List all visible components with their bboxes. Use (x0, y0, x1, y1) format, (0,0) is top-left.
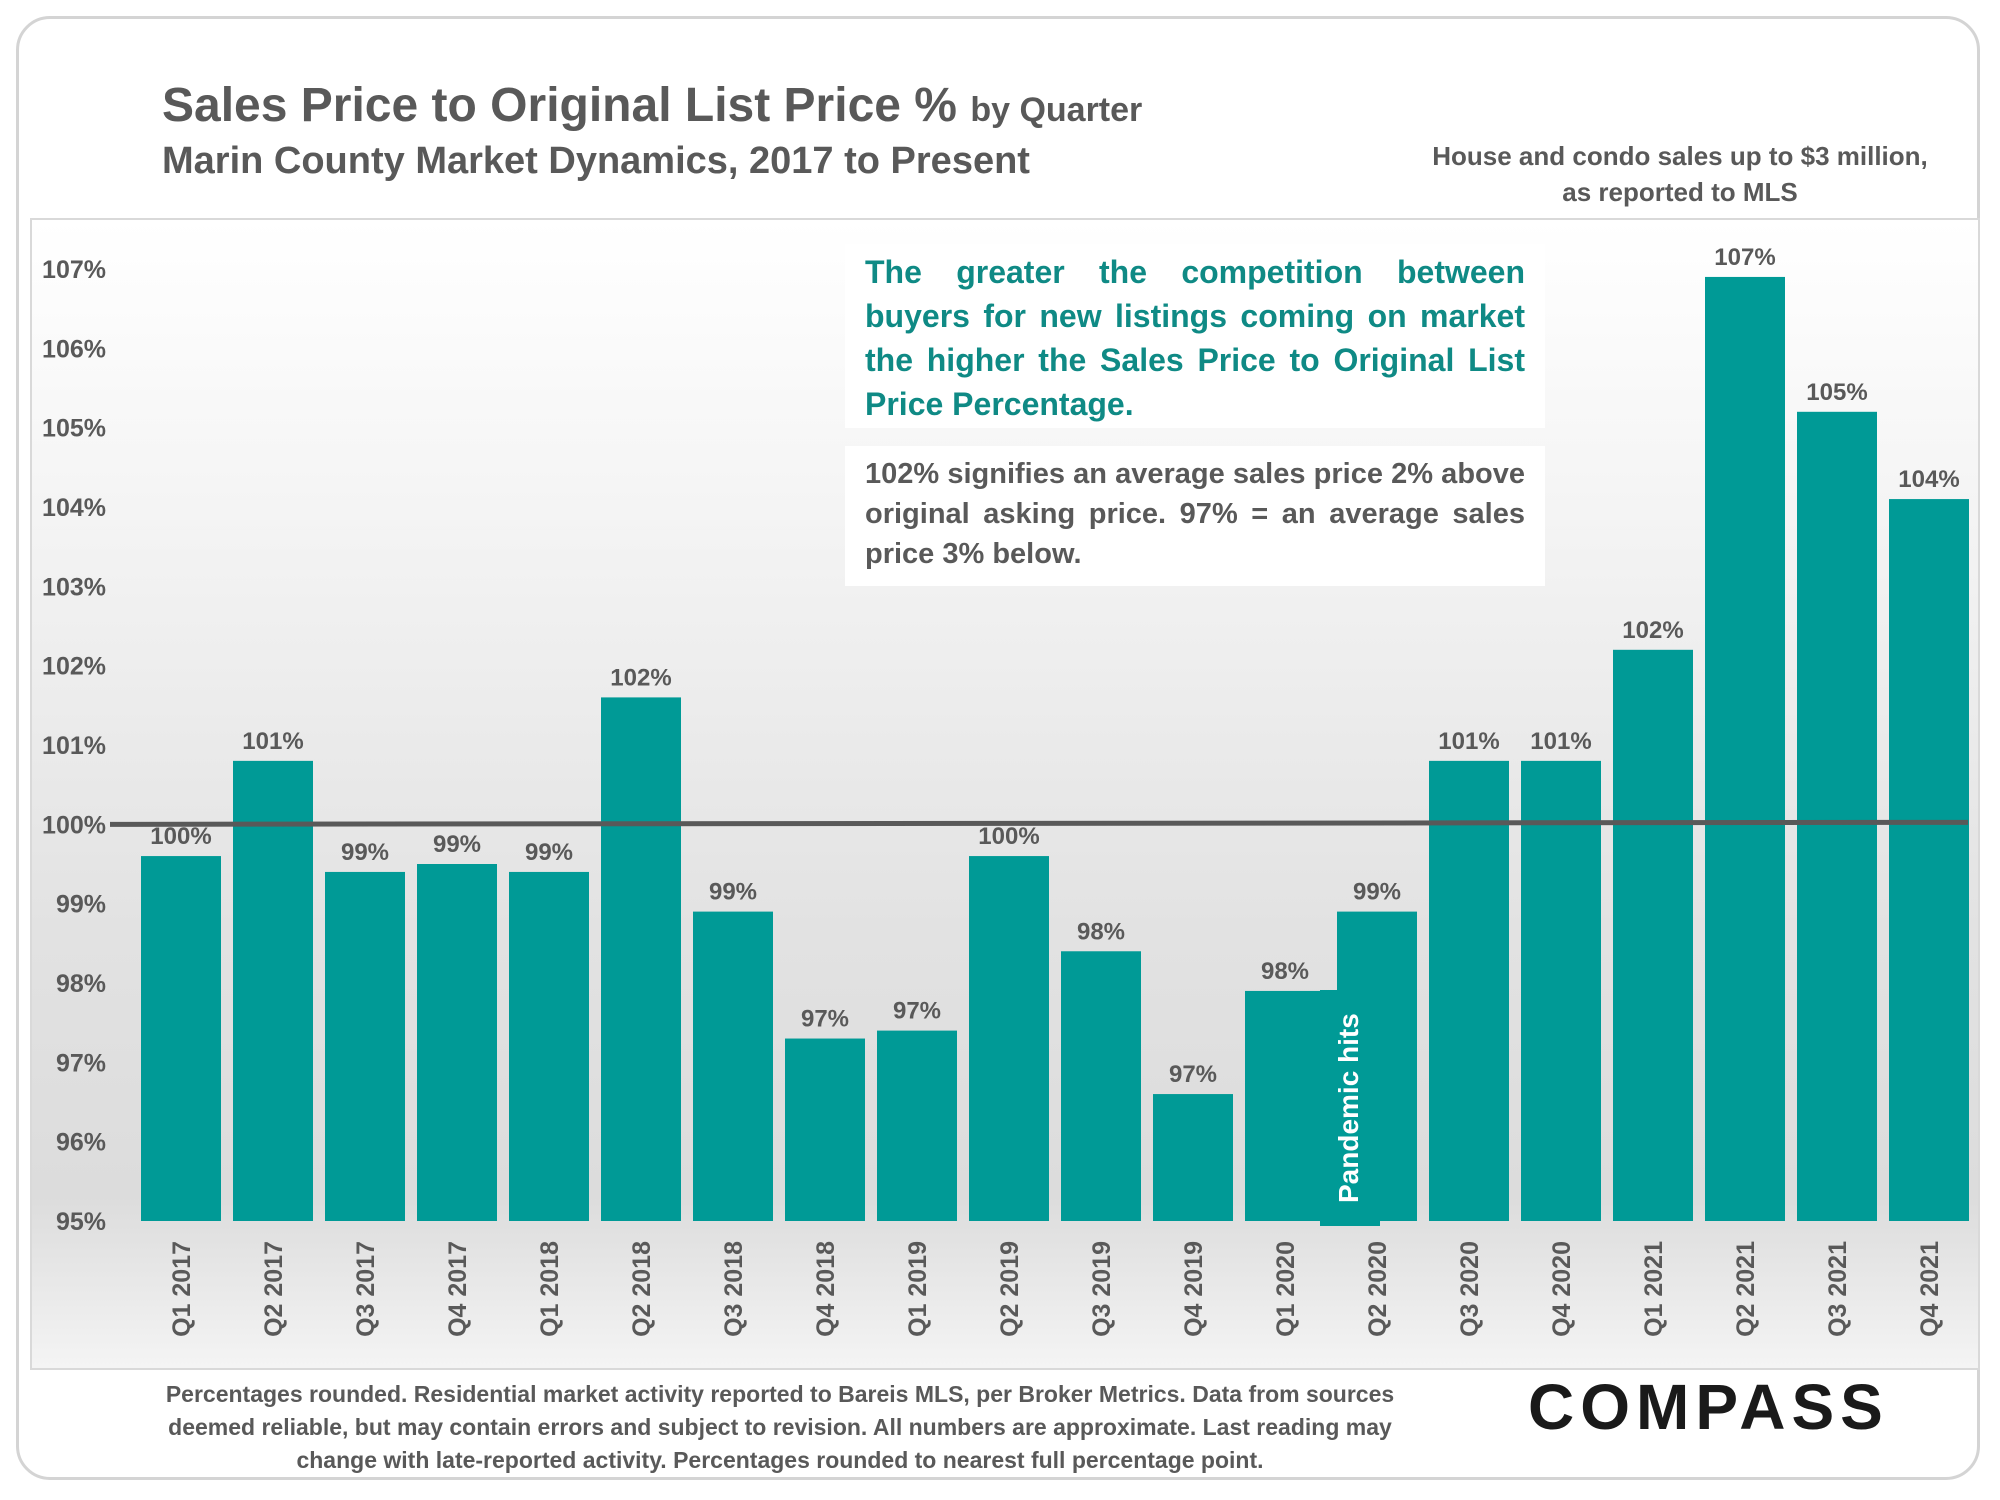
bar (1889, 499, 1969, 1222)
x-tick-label: Q2 2019 (996, 1241, 1024, 1337)
y-tick-label: 97% (56, 1049, 106, 1077)
compass-logo: COMPASS (1528, 1371, 1889, 1443)
pandemic-annotation: Pandemic hits (1333, 1013, 1364, 1203)
x-tick-label: Q3 2021 (1824, 1241, 1852, 1337)
bar (233, 760, 313, 1221)
bar (509, 871, 589, 1221)
data-label: 98% (1077, 918, 1125, 945)
data-label: 102% (610, 664, 671, 691)
y-tick-label: 96% (56, 1129, 106, 1157)
bar (1245, 990, 1325, 1221)
title-main: Sales Price to Original List Price % (162, 79, 957, 132)
y-tick-label: 98% (56, 970, 106, 998)
scope-note: House and condo sales up to $3 million, … (1432, 141, 1928, 207)
y-tick-label: 99% (56, 891, 106, 919)
data-label: 99% (1353, 879, 1401, 906)
x-tick-label: Q2 2021 (1732, 1241, 1760, 1337)
reference-line-group (109, 819, 1969, 827)
x-tick-label: Q4 2020 (1548, 1241, 1576, 1337)
y-tick-label: 104% (42, 494, 106, 522)
data-label: 101% (242, 728, 303, 755)
data-label: 99% (433, 831, 481, 858)
bar (601, 697, 681, 1221)
title-suffix: by Quarter (970, 91, 1143, 129)
x-tick-label: Q1 2020 (1272, 1241, 1300, 1337)
bar (1429, 760, 1509, 1221)
data-label: 107% (1714, 244, 1775, 271)
competition-note: The greater the competition between buye… (845, 244, 1545, 428)
bar (1613, 649, 1693, 1221)
x-tick-label: Q3 2017 (352, 1241, 380, 1337)
x-tick-label: Q3 2018 (720, 1241, 748, 1337)
bar (1061, 951, 1141, 1221)
data-labels: 100% 101% 99% 99% 99% 102% 99% 97% 97% 100% 98% 97%… (150, 244, 1959, 1088)
data-label: 97% (893, 998, 941, 1025)
y-tick-label: 103% (42, 573, 106, 601)
x-tick-label: Q1 2019 (904, 1241, 932, 1337)
annotation-box (1320, 990, 1380, 1226)
x-tick-label: Q4 2018 (812, 1241, 840, 1337)
bar (141, 856, 221, 1221)
x-axis: Q1 2017 Q2 2017 Q3 2017 Q4 2017 Q1 2018 Q2 20… (168, 1241, 1944, 1337)
data-label: 99% (525, 839, 573, 866)
data-label: 100% (978, 823, 1039, 850)
y-tick-label: 100% (42, 811, 106, 839)
data-label: 99% (341, 839, 389, 866)
bar (785, 1038, 865, 1221)
y-tick-label: 106% (42, 335, 106, 363)
x-tick-label: Q1 2017 (168, 1241, 196, 1337)
x-tick-label: Q3 2020 (1456, 1241, 1484, 1337)
bar (1521, 760, 1601, 1221)
data-label: 98% (1261, 958, 1309, 985)
y-tick-label: 95% (56, 1208, 106, 1236)
y-tick-label: 107% (42, 256, 106, 284)
data-label: 101% (1530, 728, 1591, 755)
x-tick-label: Q3 2019 (1088, 1241, 1116, 1337)
reference-line (109, 819, 1969, 827)
data-label: 102% (1622, 617, 1683, 644)
data-label: 99% (709, 879, 757, 906)
data-label: 97% (1169, 1061, 1217, 1088)
bar (969, 856, 1049, 1221)
bar (1153, 1094, 1233, 1221)
bar (1705, 276, 1785, 1221)
chart-title: Sales Price to Original List Price % by … (162, 78, 1142, 133)
data-label: 101% (1438, 728, 1499, 755)
x-tick-label: Q2 2020 (1364, 1241, 1392, 1337)
bar (877, 1030, 957, 1221)
data-label: 100% (150, 823, 211, 850)
x-tick-label: Q4 2021 (1916, 1241, 1944, 1337)
footer-disclaimer: Percentages rounded. Residential market … (165, 1381, 1395, 1473)
y-axis: 95% 96% 97% 98% 99% 100% 101% 102% 103% 104% 105% 1… (42, 256, 106, 1236)
x-tick-label: Q4 2017 (444, 1241, 472, 1337)
x-tick-label: Q1 2018 (536, 1241, 564, 1337)
y-tick-label: 105% (42, 415, 106, 443)
x-tick-label: Q2 2018 (628, 1241, 656, 1337)
y-tick-label: 102% (42, 653, 106, 681)
explanation-note: 102% signifies an average sales price 2%… (845, 446, 1545, 586)
bar (1797, 411, 1877, 1221)
data-label: 97% (801, 1006, 849, 1033)
bar (417, 864, 497, 1221)
data-label: 105% (1806, 379, 1867, 406)
x-tick-label: Q2 2017 (260, 1241, 288, 1337)
y-tick-label: 101% (42, 732, 106, 760)
bar (693, 911, 773, 1221)
bar (325, 871, 405, 1221)
x-tick-label: Q4 2019 (1180, 1241, 1208, 1337)
annotation-group: Pandemic hits (1320, 990, 1380, 1226)
data-label: 104% (1898, 466, 1959, 493)
bars (141, 276, 1969, 1222)
x-tick-label: Q1 2021 (1640, 1241, 1668, 1337)
chart-subtitle: Marin County Market Dynamics, 2017 to Pr… (162, 140, 1030, 182)
